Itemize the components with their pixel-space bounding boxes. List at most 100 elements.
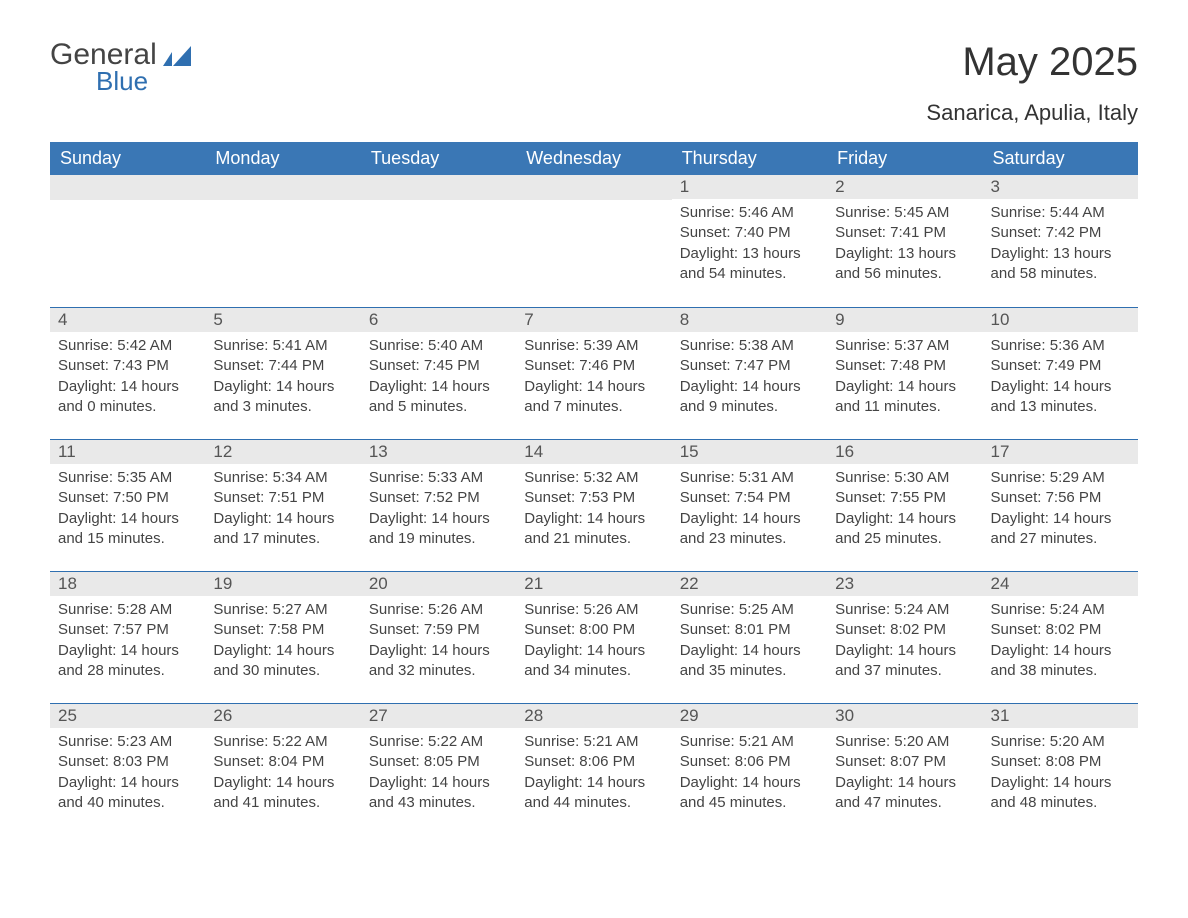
- daylight-line: Daylight: 14 hours and 44 minutes.: [524, 773, 663, 814]
- weekday-header: Thursday: [672, 142, 827, 175]
- daylight-line: Daylight: 14 hours and 34 minutes.: [524, 641, 663, 682]
- daylight-line: Daylight: 14 hours and 0 minutes.: [58, 377, 197, 418]
- day-cell: 9Sunrise: 5:37 AMSunset: 7:48 PMDaylight…: [827, 307, 982, 439]
- daylight-line: Daylight: 14 hours and 9 minutes.: [680, 377, 819, 418]
- day-number: 10: [983, 307, 1138, 332]
- sunset-line: Sunset: 7:53 PM: [524, 488, 663, 508]
- day-content: Sunrise: 5:20 AMSunset: 8:07 PMDaylight:…: [827, 728, 982, 819]
- day-cell: 21Sunrise: 5:26 AMSunset: 8:00 PMDayligh…: [516, 571, 671, 703]
- day-number: 6: [361, 307, 516, 332]
- daylight-line: Daylight: 14 hours and 15 minutes.: [58, 509, 197, 550]
- day-number: 24: [983, 571, 1138, 596]
- empty-cell: [361, 175, 516, 307]
- empty-cell: [50, 175, 205, 307]
- daylight-line: Daylight: 14 hours and 27 minutes.: [991, 509, 1130, 550]
- sunset-line: Sunset: 7:51 PM: [213, 488, 352, 508]
- day-cell: 2Sunrise: 5:45 AMSunset: 7:41 PMDaylight…: [827, 175, 982, 307]
- sunrise-line: Sunrise: 5:23 AM: [58, 732, 197, 752]
- sunset-line: Sunset: 7:55 PM: [835, 488, 974, 508]
- day-number: 18: [50, 571, 205, 596]
- daylight-line: Daylight: 14 hours and 19 minutes.: [369, 509, 508, 550]
- day-cell: 12Sunrise: 5:34 AMSunset: 7:51 PMDayligh…: [205, 439, 360, 571]
- day-content: Sunrise: 5:41 AMSunset: 7:44 PMDaylight:…: [205, 332, 360, 423]
- day-content: Sunrise: 5:31 AMSunset: 7:54 PMDaylight:…: [672, 464, 827, 555]
- day-number: 23: [827, 571, 982, 596]
- sunrise-line: Sunrise: 5:34 AM: [213, 468, 352, 488]
- sunrise-line: Sunrise: 5:29 AM: [991, 468, 1130, 488]
- sunrise-line: Sunrise: 5:37 AM: [835, 336, 974, 356]
- sunset-line: Sunset: 7:56 PM: [991, 488, 1130, 508]
- day-cell: 7Sunrise: 5:39 AMSunset: 7:46 PMDaylight…: [516, 307, 671, 439]
- day-cell: 10Sunrise: 5:36 AMSunset: 7:49 PMDayligh…: [983, 307, 1138, 439]
- sunset-line: Sunset: 7:49 PM: [991, 356, 1130, 376]
- brand-logo: General Blue: [50, 40, 191, 94]
- daylight-line: Daylight: 14 hours and 7 minutes.: [524, 377, 663, 418]
- sunset-line: Sunset: 7:50 PM: [58, 488, 197, 508]
- daylight-line: Daylight: 14 hours and 21 minutes.: [524, 509, 663, 550]
- day-cell: 18Sunrise: 5:28 AMSunset: 7:57 PMDayligh…: [50, 571, 205, 703]
- day-cell: 16Sunrise: 5:30 AMSunset: 7:55 PMDayligh…: [827, 439, 982, 571]
- sunrise-line: Sunrise: 5:39 AM: [524, 336, 663, 356]
- day-cell: 8Sunrise: 5:38 AMSunset: 7:47 PMDaylight…: [672, 307, 827, 439]
- day-content: Sunrise: 5:27 AMSunset: 7:58 PMDaylight:…: [205, 596, 360, 687]
- day-number: 12: [205, 439, 360, 464]
- daylight-line: Daylight: 14 hours and 35 minutes.: [680, 641, 819, 682]
- sunset-line: Sunset: 7:42 PM: [991, 223, 1130, 243]
- day-cell: 6Sunrise: 5:40 AMSunset: 7:45 PMDaylight…: [361, 307, 516, 439]
- sunrise-line: Sunrise: 5:22 AM: [213, 732, 352, 752]
- day-cell: 29Sunrise: 5:21 AMSunset: 8:06 PMDayligh…: [672, 703, 827, 835]
- week-row: 4Sunrise: 5:42 AMSunset: 7:43 PMDaylight…: [50, 307, 1138, 439]
- sunrise-line: Sunrise: 5:31 AM: [680, 468, 819, 488]
- day-number: 28: [516, 703, 671, 728]
- sunset-line: Sunset: 7:59 PM: [369, 620, 508, 640]
- sunset-line: Sunset: 8:05 PM: [369, 752, 508, 772]
- sunset-line: Sunset: 8:06 PM: [524, 752, 663, 772]
- weekday-header: Saturday: [983, 142, 1138, 175]
- daylight-line: Daylight: 14 hours and 45 minutes.: [680, 773, 819, 814]
- day-number: 9: [827, 307, 982, 332]
- day-content: Sunrise: 5:23 AMSunset: 8:03 PMDaylight:…: [50, 728, 205, 819]
- day-content: Sunrise: 5:44 AMSunset: 7:42 PMDaylight:…: [983, 199, 1138, 290]
- sunset-line: Sunset: 7:54 PM: [680, 488, 819, 508]
- weekday-header: Sunday: [50, 142, 205, 175]
- flag-icon: [163, 46, 191, 66]
- daylight-line: Daylight: 14 hours and 28 minutes.: [58, 641, 197, 682]
- sunset-line: Sunset: 7:52 PM: [369, 488, 508, 508]
- day-content: Sunrise: 5:21 AMSunset: 8:06 PMDaylight:…: [516, 728, 671, 819]
- sunrise-line: Sunrise: 5:46 AM: [680, 203, 819, 223]
- day-cell: 23Sunrise: 5:24 AMSunset: 8:02 PMDayligh…: [827, 571, 982, 703]
- day-content: Sunrise: 5:24 AMSunset: 8:02 PMDaylight:…: [827, 596, 982, 687]
- day-content: Sunrise: 5:32 AMSunset: 7:53 PMDaylight:…: [516, 464, 671, 555]
- calendar-page: General Blue May 2025 Sanarica, Apulia, …: [50, 40, 1138, 835]
- day-number: 2: [827, 175, 982, 199]
- sunrise-line: Sunrise: 5:26 AM: [524, 600, 663, 620]
- day-content: Sunrise: 5:34 AMSunset: 7:51 PMDaylight:…: [205, 464, 360, 555]
- day-number: 4: [50, 307, 205, 332]
- sunset-line: Sunset: 7:41 PM: [835, 223, 974, 243]
- sunset-line: Sunset: 7:40 PM: [680, 223, 819, 243]
- day-cell: 13Sunrise: 5:33 AMSunset: 7:52 PMDayligh…: [361, 439, 516, 571]
- sunrise-line: Sunrise: 5:21 AM: [524, 732, 663, 752]
- location-subtitle: Sanarica, Apulia, Italy: [50, 100, 1138, 126]
- day-number: 14: [516, 439, 671, 464]
- sunrise-line: Sunrise: 5:44 AM: [991, 203, 1130, 223]
- day-content: Sunrise: 5:35 AMSunset: 7:50 PMDaylight:…: [50, 464, 205, 555]
- daylight-line: Daylight: 14 hours and 11 minutes.: [835, 377, 974, 418]
- sunset-line: Sunset: 8:02 PM: [991, 620, 1130, 640]
- day-number: 5: [205, 307, 360, 332]
- sunrise-line: Sunrise: 5:35 AM: [58, 468, 197, 488]
- daylight-line: Daylight: 14 hours and 43 minutes.: [369, 773, 508, 814]
- day-cell: 14Sunrise: 5:32 AMSunset: 7:53 PMDayligh…: [516, 439, 671, 571]
- sunrise-line: Sunrise: 5:41 AM: [213, 336, 352, 356]
- day-cell: 30Sunrise: 5:20 AMSunset: 8:07 PMDayligh…: [827, 703, 982, 835]
- day-content: Sunrise: 5:26 AMSunset: 7:59 PMDaylight:…: [361, 596, 516, 687]
- weekday-header: Wednesday: [516, 142, 671, 175]
- day-number: 26: [205, 703, 360, 728]
- sunrise-line: Sunrise: 5:28 AM: [58, 600, 197, 620]
- brand-text: General Blue: [50, 40, 191, 94]
- sunrise-line: Sunrise: 5:42 AM: [58, 336, 197, 356]
- day-cell: 15Sunrise: 5:31 AMSunset: 7:54 PMDayligh…: [672, 439, 827, 571]
- daylight-line: Daylight: 14 hours and 48 minutes.: [991, 773, 1130, 814]
- day-content: Sunrise: 5:36 AMSunset: 7:49 PMDaylight:…: [983, 332, 1138, 423]
- day-cell: 17Sunrise: 5:29 AMSunset: 7:56 PMDayligh…: [983, 439, 1138, 571]
